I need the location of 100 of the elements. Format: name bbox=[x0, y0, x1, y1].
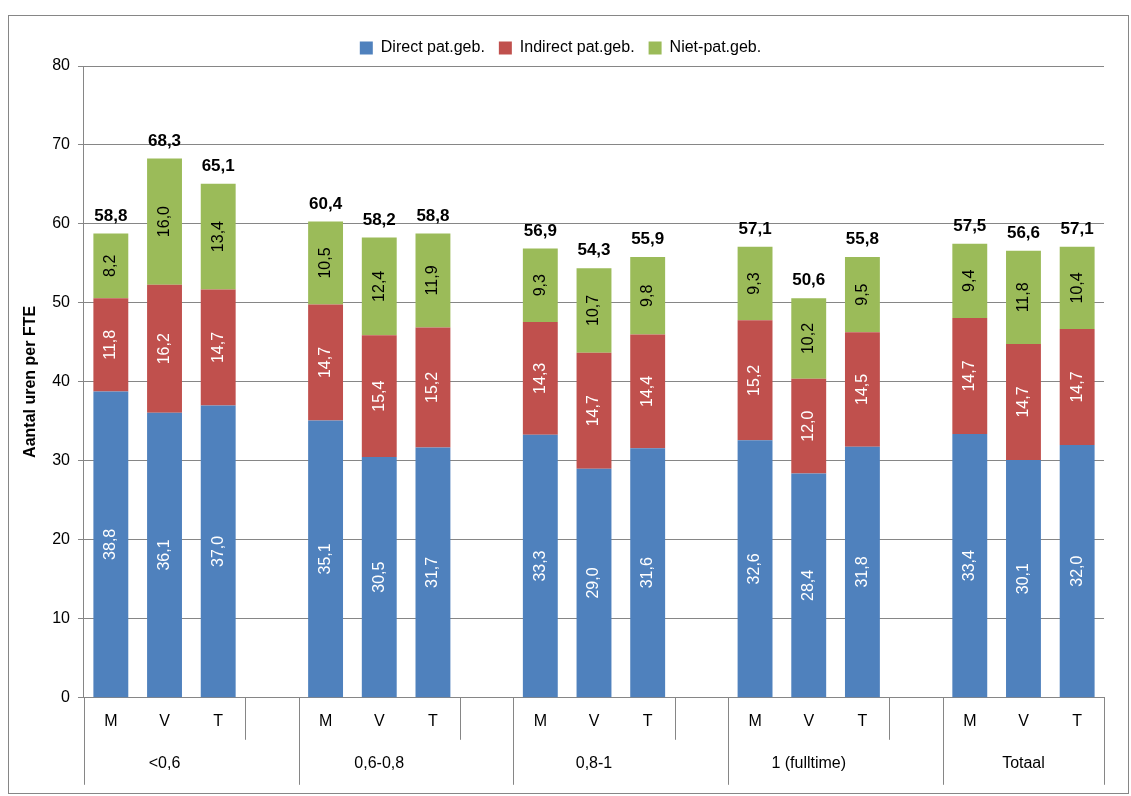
bar bbox=[1059, 328, 1095, 446]
total-label: 57,1 bbox=[738, 219, 772, 239]
data-label: 12,4 bbox=[369, 270, 387, 302]
data-label: 38,8 bbox=[101, 528, 119, 560]
bar bbox=[576, 268, 612, 353]
bar bbox=[147, 284, 182, 413]
data-label: 30,1 bbox=[1013, 563, 1031, 595]
bar bbox=[576, 352, 612, 469]
data-label: 33,3 bbox=[530, 550, 548, 582]
y-tick-label: 40 bbox=[52, 372, 71, 390]
x-tick-label: M bbox=[318, 711, 333, 729]
bar bbox=[308, 304, 344, 421]
total-label: 58,8 bbox=[416, 205, 450, 225]
data-label: 9,3 bbox=[530, 273, 548, 297]
bar bbox=[147, 412, 182, 698]
data-label: 9,4 bbox=[960, 269, 978, 292]
total-label: 65,1 bbox=[201, 155, 235, 175]
bar bbox=[361, 237, 397, 336]
total-label: 58,8 bbox=[94, 205, 128, 225]
bar bbox=[1059, 445, 1095, 698]
bar bbox=[200, 405, 236, 698]
data-label: 11,9 bbox=[423, 265, 441, 296]
data-label: 8,2 bbox=[101, 254, 119, 277]
data-label: 31,6 bbox=[638, 557, 656, 589]
total-label: 55,9 bbox=[631, 229, 665, 249]
bar bbox=[630, 448, 666, 698]
y-tick-label: 80 bbox=[52, 56, 71, 74]
data-label: 15,4 bbox=[369, 380, 387, 412]
total-label: 54,3 bbox=[577, 240, 611, 260]
x-tick-label: M bbox=[963, 711, 977, 729]
bar bbox=[522, 434, 558, 698]
total-label: 57,1 bbox=[1060, 219, 1094, 239]
total-label: 58,2 bbox=[362, 209, 396, 229]
total-label: 50,6 bbox=[792, 270, 826, 290]
text: 1 (fulltime) bbox=[771, 753, 847, 771]
x-tick-label: V bbox=[159, 711, 171, 729]
bar bbox=[415, 327, 451, 448]
bar bbox=[93, 233, 129, 299]
bar bbox=[361, 456, 397, 698]
bar bbox=[1006, 460, 1041, 698]
data-label: 11,8 bbox=[1013, 282, 1031, 313]
x-tick-label: T bbox=[857, 711, 868, 729]
bar bbox=[200, 183, 236, 290]
data-label: 14,7 bbox=[315, 346, 333, 379]
x-tick-label: T bbox=[642, 711, 653, 729]
bar bbox=[844, 446, 880, 698]
x-tick-label: T bbox=[213, 711, 224, 729]
text: 0,8-1 bbox=[575, 753, 613, 771]
y-tick-label: 0 bbox=[61, 688, 71, 706]
data-label: 14,7 bbox=[960, 360, 978, 392]
total-label: 56,6 bbox=[1006, 222, 1041, 242]
legend-label: Niet-pat.geb. bbox=[669, 38, 762, 56]
bar bbox=[737, 246, 773, 321]
total-label: 56,9 bbox=[523, 220, 557, 240]
bar bbox=[952, 243, 988, 318]
x-tick-label: T bbox=[428, 711, 439, 729]
data-label: 31,8 bbox=[852, 556, 870, 588]
data-label: 9,3 bbox=[745, 272, 763, 295]
x-tick-label: V bbox=[373, 711, 385, 729]
y-axis-title: Aantal uren per FTE bbox=[21, 305, 39, 458]
x-tick-label: V bbox=[588, 711, 600, 729]
data-label: 13,4 bbox=[208, 220, 226, 253]
data-label: 11,8 bbox=[101, 329, 119, 360]
bar bbox=[1006, 250, 1041, 344]
bar bbox=[737, 440, 773, 698]
x-tick-label: T bbox=[1072, 711, 1083, 729]
data-label: 10,5 bbox=[315, 247, 333, 279]
data-label: 14,4 bbox=[638, 375, 656, 407]
y-tick-label: 60 bbox=[52, 214, 71, 232]
data-label: 29,0 bbox=[584, 567, 602, 599]
bar bbox=[415, 447, 451, 698]
text: Totaal bbox=[1002, 753, 1045, 771]
data-label: 16,0 bbox=[154, 205, 172, 238]
bar bbox=[361, 335, 397, 457]
bar bbox=[630, 334, 666, 449]
data-label: 15,2 bbox=[745, 364, 763, 396]
legend-label: Indirect pat.geb. bbox=[519, 38, 635, 56]
bar bbox=[1059, 246, 1095, 329]
bar bbox=[844, 332, 880, 447]
bar bbox=[308, 420, 344, 698]
x-tick-label: M bbox=[104, 711, 118, 729]
data-label: 9,5 bbox=[852, 283, 870, 306]
bar bbox=[791, 378, 827, 474]
bar bbox=[791, 298, 827, 379]
data-label: 28,4 bbox=[799, 569, 817, 601]
y-tick-label: 50 bbox=[52, 293, 71, 311]
bar bbox=[952, 434, 988, 698]
bar bbox=[630, 257, 666, 335]
data-label: 15,2 bbox=[423, 371, 441, 403]
total-label: 68,3 bbox=[147, 130, 182, 150]
data-label: 32,6 bbox=[745, 553, 763, 585]
data-label: 12,0 bbox=[799, 410, 817, 442]
bar bbox=[737, 320, 773, 441]
bar bbox=[952, 317, 988, 435]
legend-label: Direct pat.geb. bbox=[380, 38, 485, 56]
x-tick-label: M bbox=[748, 711, 762, 729]
data-label: 37,0 bbox=[208, 535, 226, 568]
bar bbox=[1006, 343, 1041, 461]
data-label: 16,2 bbox=[154, 333, 172, 365]
bar bbox=[93, 391, 129, 698]
